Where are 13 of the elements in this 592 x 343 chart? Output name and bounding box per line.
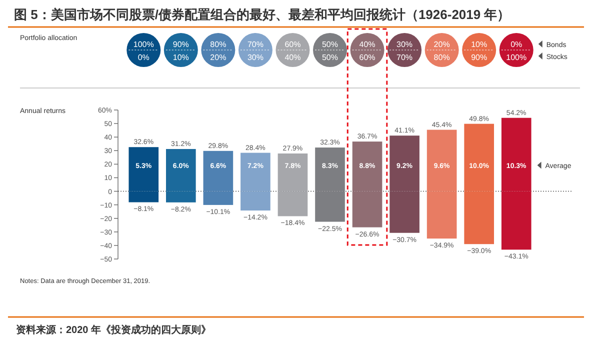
chart-title: 图 5：美国市场不同股票/债券配置组合的最好、最差和平均回报统计（1926-2019 年） [14, 7, 510, 22]
x-tick-label: 20% 80% [434, 40, 450, 62]
x-tick-label: 70% 30% [247, 40, 264, 62]
x-tick-label: 60% 40% [284, 40, 301, 62]
text: 资料来源：2020 年《投资成功的四大原则》 [16, 324, 212, 336]
x-tick-label: 30% 70% [396, 40, 413, 62]
x-tick-label: 90% 10% [172, 40, 189, 62]
x-tick-label: 0% 100% [506, 40, 527, 62]
x-tick-label: 50% 50% [322, 40, 338, 62]
x-tick-label: 10% 90% [471, 40, 488, 62]
x-tick-label: 40% 60% [359, 40, 376, 62]
x-tick-label: 100% 0% [133, 40, 154, 62]
x-tick-label: 80% 20% [210, 40, 226, 62]
